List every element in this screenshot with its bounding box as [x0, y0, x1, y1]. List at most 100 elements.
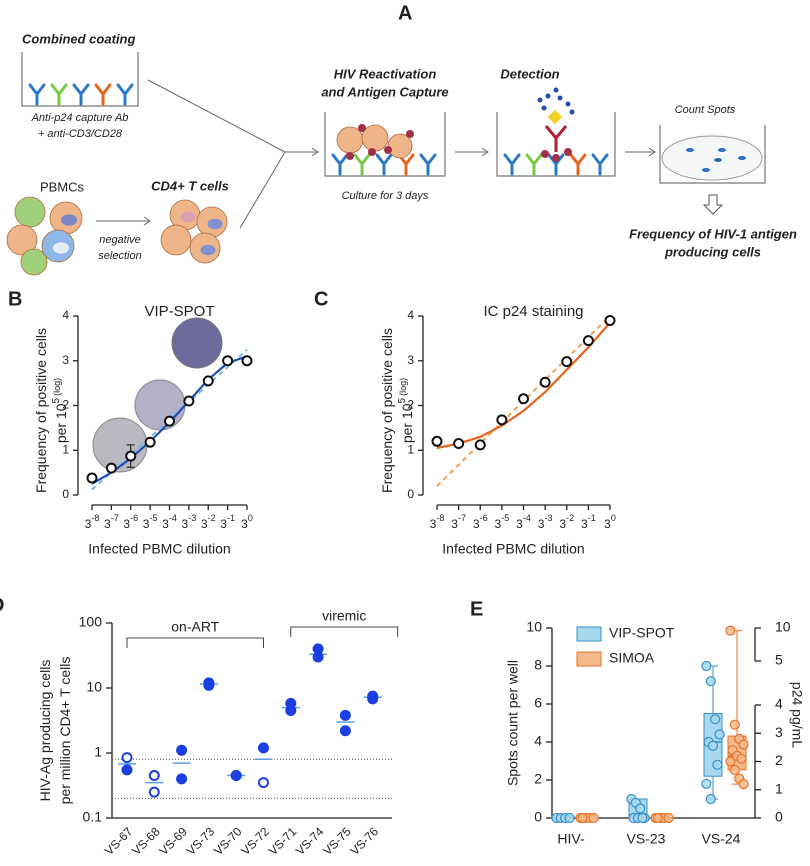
y-axis-label-part: HIV-Ag producing cells [37, 660, 53, 802]
x-tick-exp: -1 [588, 513, 596, 523]
x-tick-label: VS-68 [129, 824, 163, 858]
data-point [539, 376, 551, 388]
label: and Antigen Capture [321, 84, 448, 99]
x-tick-label: 3-6 [123, 513, 138, 531]
y2-tick-label: 10 [775, 619, 791, 635]
antibody [94, 83, 112, 106]
antibody [375, 153, 393, 176]
x-tick-exp: -7 [111, 513, 119, 523]
y-axis-label-tail: (log) [398, 378, 408, 396]
data-point [738, 739, 749, 750]
well [21, 52, 139, 107]
filled-point [339, 725, 351, 737]
x-tick-exp: -8 [91, 513, 99, 523]
filled-point [339, 709, 351, 721]
data-point [714, 729, 725, 740]
y-tick-label: 2 [62, 398, 69, 412]
virus [384, 146, 392, 154]
y-tick-label: 10 [86, 679, 102, 695]
x-tick-exp: -1 [227, 513, 235, 523]
label: Detection [500, 66, 559, 81]
data-point [710, 714, 721, 725]
y-tick-label: 4 [407, 308, 414, 322]
data-point [729, 764, 740, 776]
y2-axis-label: p24 pg/mL [789, 682, 805, 748]
x-tick-label: 3-3 [538, 513, 553, 531]
y-axis-label-part: Frequency of positive cells [379, 328, 395, 493]
substrate [565, 101, 571, 107]
x-tick-exp: -4 [169, 513, 177, 523]
group-label: on-ART [171, 619, 219, 635]
y-axis-label: per million CD4+ T cells [57, 657, 73, 805]
label: PBMCs [40, 179, 85, 194]
filled-point [203, 679, 215, 691]
x-tick-label: 3-5 [495, 513, 510, 531]
data-point [144, 436, 156, 448]
x-tick-label: VS-24 [702, 831, 741, 847]
substrate [553, 87, 559, 93]
virus [368, 148, 376, 156]
data-point [712, 759, 723, 770]
data-point [577, 812, 588, 824]
x-tick-label: VS-73 [184, 824, 218, 858]
spot [738, 156, 746, 160]
data-point [164, 415, 175, 427]
data-point [663, 812, 674, 824]
enzyme [547, 109, 563, 125]
x-tick-label: VS-75 [320, 824, 354, 858]
y-tick-label: 4 [62, 308, 69, 322]
chart-title: VIP-SPOT [144, 303, 214, 320]
antigen [541, 150, 549, 158]
data-point [736, 753, 747, 764]
antibody [28, 83, 46, 106]
hollow-point [148, 770, 160, 782]
data-point [86, 472, 98, 484]
x-tick-base: 3 [201, 517, 208, 531]
label: producing cells [664, 244, 761, 259]
x-axis-label: Infected PBMC dilution [442, 541, 584, 557]
data-point [474, 439, 486, 451]
x-tick-base: 3 [241, 517, 248, 531]
spot [686, 148, 694, 152]
y2-tick-label: 3 [775, 724, 783, 740]
panel-letter: E [470, 598, 483, 620]
spot [702, 168, 710, 172]
data-point [588, 812, 599, 824]
antibody [353, 153, 371, 176]
x-tick-exp: -6 [130, 513, 138, 523]
substrate [569, 109, 575, 115]
y-axis-label-sup: 5 [397, 397, 408, 403]
y-axis-label: Frequency of positive cells [33, 328, 49, 493]
x-tick-exp: -4 [523, 513, 531, 523]
nucleus [200, 244, 216, 256]
x-tick-label: 3-2 [201, 513, 216, 531]
antibody [50, 83, 68, 106]
detection-antibody [544, 125, 568, 152]
x-tick-label: 3-1 [581, 513, 596, 531]
y-axis-label-part: per million CD4+ T cells [57, 657, 73, 805]
x-tick-exp: -6 [480, 513, 488, 523]
well-photos [92, 317, 223, 473]
x-tick-base: 3 [143, 517, 150, 531]
group-bracket [126, 637, 264, 648]
x-tick-base: 3 [182, 517, 189, 531]
substrate [541, 105, 547, 111]
x-tick-label: 30 [241, 513, 253, 531]
data-point [125, 450, 137, 462]
arrow-head [481, 147, 489, 157]
filled-point [230, 770, 242, 782]
x-tick-base: 3 [538, 517, 545, 531]
y-axis-label-part: Frequency of positive cells [33, 328, 49, 493]
cell [361, 124, 389, 152]
connector [147, 79, 286, 229]
legend-label: SIMOA [609, 650, 655, 666]
down-arrow [702, 194, 724, 215]
cell [6, 224, 38, 256]
data-point [202, 375, 214, 387]
membrane [661, 135, 763, 181]
x-tick-label: 3-7 [104, 513, 119, 531]
arrow-head [311, 147, 319, 157]
y-tick-label: 8 [534, 657, 542, 673]
legend-swatch [576, 651, 602, 667]
